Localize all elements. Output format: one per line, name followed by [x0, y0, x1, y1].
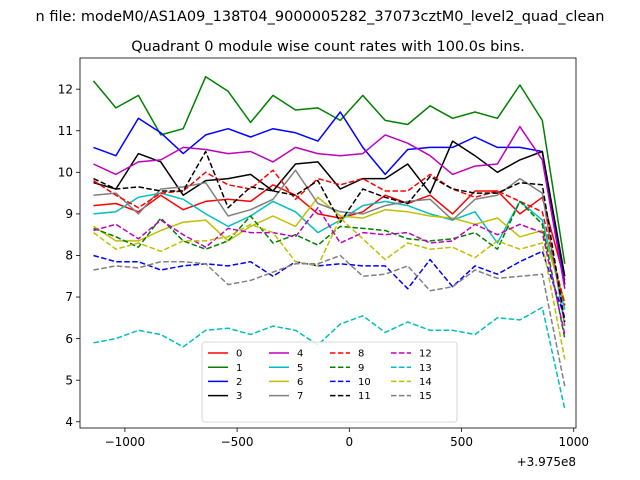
y-tick-label: 4 — [65, 415, 73, 429]
legend-label-12: 12 — [419, 349, 432, 360]
legend-label-10: 10 — [358, 377, 371, 388]
series-layer — [92, 75, 566, 410]
y-tick-label: 5 — [65, 373, 73, 387]
legend-label-3: 3 — [236, 391, 242, 402]
legend-label-6: 6 — [297, 377, 303, 388]
series-line-10 — [93, 250, 566, 319]
y-tick-label: 9 — [65, 207, 73, 221]
y-tick-label: 7 — [65, 290, 73, 304]
series-line-12 — [93, 206, 566, 335]
series-line-6 — [93, 196, 566, 302]
legend-label-5: 5 — [297, 363, 303, 374]
series-line-2 — [93, 111, 566, 285]
series-line-11 — [93, 150, 566, 323]
chart-suptitle: n file: modeM0/AS1A09_138T04_9000005282_… — [36, 9, 605, 25]
y-tick-label: 12 — [58, 82, 73, 96]
series-line-9 — [93, 200, 566, 339]
series-line-0 — [93, 184, 566, 281]
series-line-3 — [93, 140, 566, 277]
x-tick-label: 1000 — [558, 435, 589, 449]
x-tick-label: −500 — [221, 435, 254, 449]
legend-label-2: 2 — [236, 377, 242, 388]
series-line-1 — [92, 75, 566, 264]
x-tick-label: 500 — [450, 435, 473, 449]
series-line-8 — [93, 169, 566, 306]
legend-label-11: 11 — [358, 391, 371, 402]
x-axis-offset-label: +3.975e8 — [517, 455, 576, 469]
y-tick-label: 11 — [58, 124, 73, 138]
series-line-7 — [93, 169, 566, 327]
series-line-13 — [93, 306, 566, 410]
legend-label-4: 4 — [297, 349, 303, 360]
y-tick-label: 6 — [65, 332, 73, 346]
chart-title: Quadrant 0 module wise count rates with … — [131, 39, 525, 55]
legend-label-0: 0 — [236, 349, 242, 360]
plot-frame — [79, 57, 577, 429]
legend-label-15: 15 — [419, 391, 432, 402]
legend-label-7: 7 — [297, 391, 303, 402]
x-tick-label: 0 — [346, 435, 354, 449]
series-line-4 — [93, 125, 566, 289]
legend-label-9: 9 — [358, 363, 364, 374]
x-axis: −1000 −500 0 500 1000 — [105, 428, 589, 449]
legend-label-8: 8 — [358, 349, 364, 360]
series-line-15 — [93, 254, 566, 387]
series-line-5 — [93, 192, 566, 310]
legend-box — [201, 341, 458, 423]
x-tick-label: −1000 — [105, 435, 146, 449]
legend-label-14: 14 — [419, 377, 432, 388]
legend-label-13: 13 — [419, 363, 432, 374]
legend-label-1: 1 — [236, 363, 242, 374]
y-tick-label: 8 — [65, 249, 73, 263]
series-line-14 — [93, 217, 566, 360]
y-axis: 4 5 6 7 8 9 10 11 12 — [58, 82, 80, 429]
y-tick-label: 10 — [58, 166, 73, 180]
